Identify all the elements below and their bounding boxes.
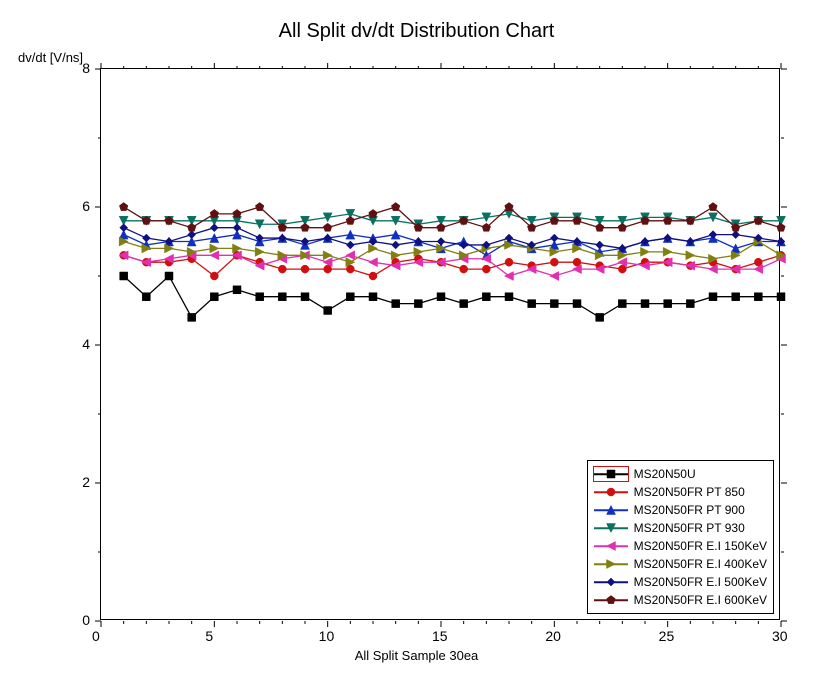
legend-item: MS20N50FR PT 850 [594,483,767,501]
x-tick-label: 20 [545,628,561,644]
legend-item: MS20N50FR E.I 600KeV [594,591,767,609]
legend-label: MS20N50FR E.I 600KeV [634,593,767,607]
y-tick-label: 4 [82,336,90,352]
y-tick-label: 8 [82,60,90,76]
legend-swatch [594,467,628,481]
y-tick-label: 6 [82,198,90,214]
legend-label: MS20N50FR PT 900 [634,503,745,517]
legend-label: MS20N50FR E.I 400KeV [634,557,767,571]
x-tick-label: 30 [772,628,788,644]
x-tick-label: 25 [659,628,675,644]
legend-item: MS20N50FR PT 900 [594,501,767,519]
y-tick-label: 2 [82,474,90,490]
legend-swatch [594,485,628,499]
legend-swatch [594,539,628,553]
legend: MS20N50U MS20N50FR PT 850 MS20N50FR PT 900… [587,460,774,614]
legend-swatch [594,521,628,535]
chart-container: All Split dv/dt Distribution Chart dv/dt… [0,0,833,684]
x-axis-label: All Split Sample 30ea [0,648,833,663]
x-tick-label: 0 [92,628,100,644]
x-tick-label: 10 [319,628,335,644]
legend-swatch [594,593,628,607]
legend-label: MS20N50U [634,467,696,481]
y-tick-label: 0 [82,612,90,628]
legend-item: MS20N50FR PT 930 [594,519,767,537]
legend-label: MS20N50FR E.I 150KeV [634,539,767,553]
legend-swatch [594,575,628,589]
legend-item: MS20N50FR E.I 500KeV [594,573,767,591]
chart-title: All Split dv/dt Distribution Chart [0,20,833,43]
legend-label: MS20N50FR PT 930 [634,521,745,535]
legend-item: MS20N50U [594,465,767,483]
legend-item: MS20N50FR E.I 150KeV [594,537,767,555]
legend-label: MS20N50FR E.I 500KeV [634,575,767,589]
x-tick-label: 15 [432,628,448,644]
y-axis-label: dv/dt [V/ns] [18,50,83,65]
legend-label: MS20N50FR PT 850 [634,485,745,499]
legend-swatch [594,557,628,571]
legend-item: MS20N50FR E.I 400KeV [594,555,767,573]
legend-swatch [594,503,628,517]
x-tick-label: 5 [205,628,213,644]
